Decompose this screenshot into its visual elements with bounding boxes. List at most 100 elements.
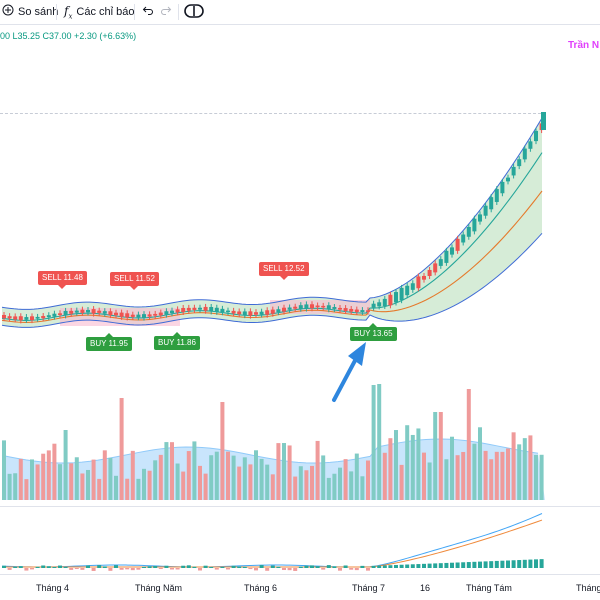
volume-bar (310, 465, 314, 500)
histogram-bar (231, 565, 236, 568)
candle-body (438, 259, 443, 266)
volume-bar (270, 474, 275, 500)
candle-body (254, 312, 258, 315)
histogram-bar (427, 563, 432, 568)
candle-body (315, 305, 320, 308)
candle-body (198, 307, 202, 310)
buy-signal-label: BUY 11.95 (86, 333, 132, 351)
time-axis-label: Tháng 6 (244, 583, 278, 593)
candle-body (248, 311, 253, 316)
histogram-bar (461, 562, 466, 568)
volume-bar (237, 466, 242, 500)
volume-bar (125, 478, 130, 500)
candle-body (427, 269, 432, 277)
volume-bar (69, 463, 74, 500)
volume-bar (500, 451, 505, 500)
histogram-bar (382, 565, 387, 568)
arrow-shaft (332, 353, 360, 402)
histogram-bar (192, 566, 197, 568)
volume-bar (517, 444, 522, 500)
indicator-templates-button[interactable] (184, 4, 204, 21)
candle-body (7, 316, 12, 319)
volume-bar (399, 464, 404, 500)
volume-bar (511, 432, 516, 500)
volume-bar (332, 473, 337, 500)
candle-body (114, 312, 118, 316)
histogram-bar (237, 566, 242, 568)
volume-bar (209, 455, 214, 500)
histogram-bar (175, 568, 180, 570)
histogram-bar (506, 560, 510, 568)
candle-body (158, 312, 163, 316)
volume-bar (2, 440, 6, 500)
sell-signal-label: SELL 11.52 (110, 272, 159, 290)
volume-bar (276, 443, 281, 500)
candle-body (382, 298, 387, 307)
undo-button[interactable] (142, 4, 154, 19)
candle-body (142, 314, 146, 318)
candle-body (360, 310, 365, 312)
histogram-bar (394, 564, 398, 568)
histogram-bar (522, 559, 527, 568)
histogram-bar (354, 568, 359, 571)
volume-bar (416, 428, 421, 500)
histogram-bar (41, 565, 46, 568)
histogram-bar (203, 565, 208, 568)
candle-body (541, 112, 546, 130)
histogram-bar (455, 562, 460, 568)
volume-bar (46, 450, 51, 500)
volume-bar (7, 473, 12, 500)
candle-body (181, 307, 186, 312)
candle-body (332, 306, 337, 309)
volume-bar (136, 478, 141, 500)
histogram-bar (114, 565, 118, 568)
arrow-head (348, 342, 366, 366)
redo-button[interactable] (160, 4, 172, 19)
histogram-bar (310, 565, 314, 568)
candle-body (147, 314, 152, 317)
volume-bar (147, 470, 152, 500)
candle-body (483, 205, 488, 216)
histogram-bar (226, 568, 230, 570)
last-price-line (0, 113, 546, 114)
volume-bar (293, 476, 298, 500)
histogram-bar (282, 568, 286, 571)
histogram-bar (108, 568, 113, 571)
candle-body (13, 316, 18, 320)
histogram-bar (170, 568, 174, 570)
candle-body (349, 308, 354, 312)
candle-body (164, 311, 169, 315)
volume-bar (461, 451, 466, 500)
volume-bar (371, 385, 376, 500)
volume-bar (30, 459, 34, 500)
candle-body (270, 309, 275, 314)
volume-bar (489, 459, 494, 500)
histogram-bar (142, 566, 146, 568)
candle-body (136, 314, 141, 318)
histogram-bar (494, 560, 499, 568)
candle-body (35, 316, 40, 319)
candle-body (259, 311, 264, 315)
indicators-button[interactable]: fx Các chỉ báo (64, 4, 135, 20)
compare-button[interactable]: So sánh (2, 4, 58, 19)
histogram-bar (158, 568, 163, 570)
histogram-bar (125, 568, 130, 570)
volume-bar (119, 398, 124, 500)
sell-signal-label: SELL 11.48 (38, 271, 87, 289)
histogram-bar (388, 565, 393, 568)
candle-body (282, 307, 286, 312)
histogram-bar (338, 568, 342, 571)
candle-body (170, 310, 174, 314)
candle-body (511, 166, 516, 176)
histogram-bar (147, 566, 152, 568)
volume-bar (97, 478, 102, 500)
histogram-bar (433, 563, 438, 568)
volume-bar (410, 434, 415, 500)
candle-body (298, 305, 303, 309)
volume-bar (265, 464, 270, 500)
volume-bar (343, 459, 348, 500)
ma-slow-line (1, 190, 543, 323)
candle-body (91, 309, 96, 314)
volume-bar (226, 451, 230, 500)
